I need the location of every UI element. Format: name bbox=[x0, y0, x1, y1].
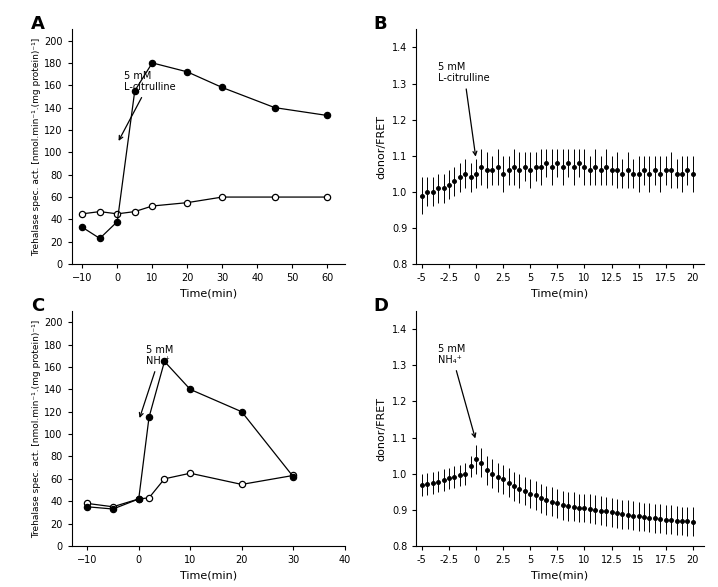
Y-axis label: Trehalase spec. act. [nmol.min⁻¹.(mg protein)⁻¹]: Trehalase spec. act. [nmol.min⁻¹.(mg pro… bbox=[32, 38, 42, 256]
X-axis label: Time(min): Time(min) bbox=[180, 571, 237, 581]
Text: A: A bbox=[31, 15, 45, 33]
Text: B: B bbox=[373, 15, 387, 33]
Y-axis label: donor/FRET: donor/FRET bbox=[376, 114, 386, 179]
X-axis label: Time(min): Time(min) bbox=[531, 289, 589, 299]
Text: 5 mM
L-citrulline: 5 mM L-citrulline bbox=[119, 70, 176, 140]
X-axis label: Time(min): Time(min) bbox=[180, 289, 237, 299]
Y-axis label: Trehalase spec. act. [nmol.min⁻¹.(mg protein)⁻¹]: Trehalase spec. act. [nmol.min⁻¹.(mg pro… bbox=[32, 319, 42, 538]
Text: C: C bbox=[31, 297, 44, 315]
Text: 5 mM
NH₄⁺: 5 mM NH₄⁺ bbox=[139, 345, 174, 417]
Y-axis label: donor/FRET: donor/FRET bbox=[376, 396, 386, 461]
Text: 5 mM
NH₄⁺: 5 mM NH₄⁺ bbox=[438, 343, 476, 437]
Text: D: D bbox=[373, 297, 388, 315]
X-axis label: Time(min): Time(min) bbox=[531, 571, 589, 581]
Text: 5 mM
L-citrulline: 5 mM L-citrulline bbox=[438, 62, 490, 155]
